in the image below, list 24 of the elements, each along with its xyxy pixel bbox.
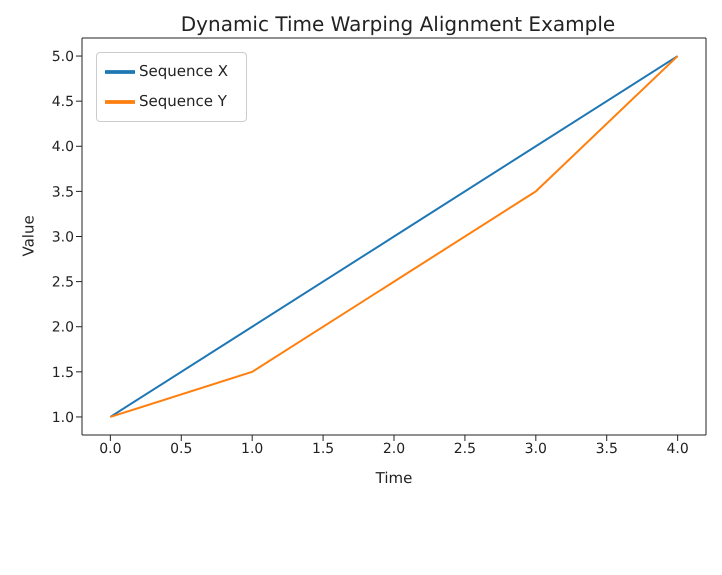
y-tick-label: 4.0 [52, 139, 74, 156]
y-tick-label: 2.0 [52, 320, 74, 336]
y-axis-title: Value [19, 215, 38, 256]
legend-label: Sequence Y [139, 92, 227, 110]
x-tick-label: 0.5 [170, 440, 192, 457]
y-tick-label: 3.5 [52, 184, 74, 200]
x-tick-label: 1.0 [241, 440, 264, 457]
y-tick-label: 5.0 [52, 49, 74, 66]
y-tick-label: 1.5 [52, 364, 74, 381]
x-axis-title: Time [374, 469, 412, 487]
line-series [109, 55, 679, 418]
x-tick-label: 2.0 [382, 440, 406, 457]
x-tick-label: 1.5 [312, 440, 334, 457]
y-tick-label: 2.5 [52, 274, 74, 291]
chart-title: Dynamic Time Warping Alignment Example [180, 12, 616, 36]
legend-label: Sequence X [139, 62, 228, 80]
y-tick-label: 3.0 [52, 229, 74, 246]
x-tick-label: 3.0 [524, 440, 547, 457]
y-tick-label: 4.5 [52, 94, 74, 110]
x-tick-label: 4.0 [666, 440, 689, 457]
x-tick-label: 2.5 [454, 440, 476, 457]
x-tick-label: 3.5 [596, 440, 618, 457]
x-tick-label: 0.0 [99, 440, 122, 457]
y-tick-label: 1.0 [52, 410, 74, 426]
